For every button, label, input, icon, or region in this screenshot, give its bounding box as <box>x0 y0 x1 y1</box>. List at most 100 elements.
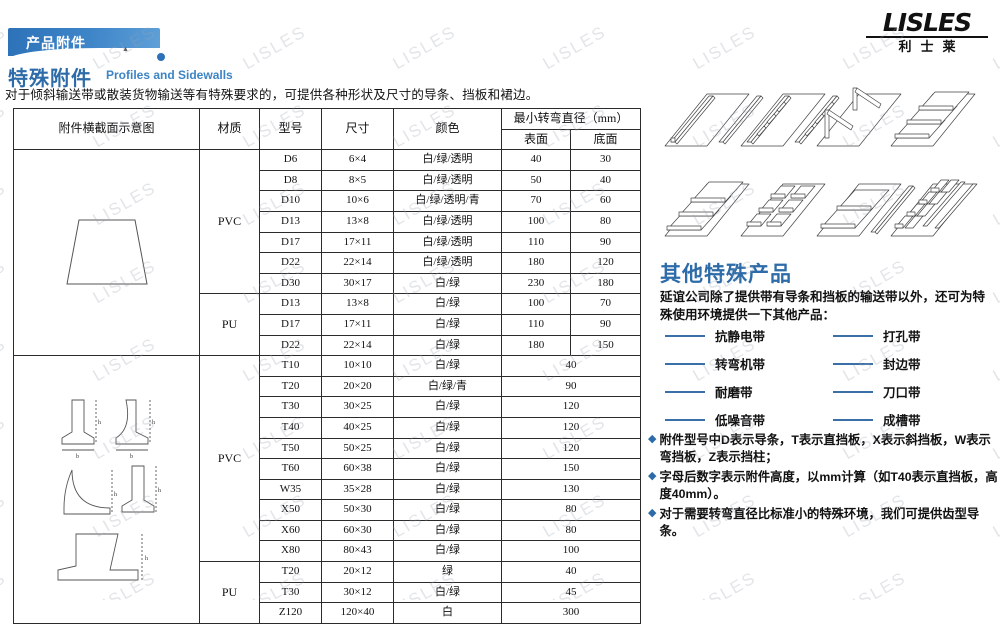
dash-marker-icon <box>833 418 873 421</box>
cross-section-cleats: hb hb h h hb <box>57 399 161 596</box>
table-cell-model: X60 <box>259 519 322 542</box>
table-cell-color: 白/绿 <box>393 458 502 480</box>
other-products-title: 其他特殊产品 <box>660 263 792 286</box>
table-cell-color: 白/绿 <box>393 272 502 295</box>
table-cell-size: 17×11 <box>321 231 394 254</box>
table-cell-color: 白/绿 <box>393 437 502 460</box>
table-cell-model: D30 <box>259 272 322 295</box>
product-type-label: 封边带 <box>883 358 921 372</box>
cross-section-trapezoid <box>66 219 148 285</box>
table-cell-color: 白/绿 <box>393 519 502 542</box>
table-cell-bend-top: 100 <box>501 293 571 315</box>
product-type-label: 成槽带 <box>883 414 921 428</box>
table-cell-color: 白/绿 <box>393 313 502 336</box>
table-cell-size: 30×17 <box>321 272 394 295</box>
profile-icon-sidewalls <box>890 91 976 147</box>
product-type-label: 刀口带 <box>883 386 921 400</box>
profile-icon-guides <box>664 93 764 147</box>
watermark-text: LISLES <box>689 21 760 74</box>
svg-text:h: h <box>98 420 101 426</box>
note-text: 对于需要转弯直径比标准小的特殊环境，我们可提供齿型导条。 <box>659 506 980 539</box>
table-cell-bend: 120 <box>500 437 642 460</box>
table-cell-color: 白/绿 <box>393 540 502 563</box>
watermark-text: LISLES <box>0 411 10 464</box>
table-cell-bend-top: 110 <box>501 313 571 336</box>
product-type-item: 刀口带 <box>833 382 995 401</box>
table-row: PVC D6 6×4 白/绿/透明 40 30 <box>13 149 642 357</box>
th-bend-top: 表面 <box>501 128 571 151</box>
table-cell-material: PVC <box>199 355 260 563</box>
watermark-text: LISLES <box>0 489 10 542</box>
profile-illustrations-svg <box>664 87 978 237</box>
table-cell-bend-top: 40 <box>501 149 571 171</box>
table-cell-color: 白/绿/青 <box>393 375 502 398</box>
table-cell-model: D8 <box>259 169 322 192</box>
product-type-item: 转弯机带 <box>665 354 827 373</box>
watermark-text: LISLES <box>0 99 10 152</box>
diamond-bullet-icon: ◆ <box>648 469 657 482</box>
table-cell-bend-top: 110 <box>501 231 571 254</box>
logo-chinese-name: 利士莱 <box>898 39 965 54</box>
watermark-text: LISLES <box>689 567 760 600</box>
table-cell-model: T10 <box>259 355 322 377</box>
table-cell-bend-top: 50 <box>501 169 571 192</box>
profile-icon-stepped-sidewalls <box>664 181 750 237</box>
table-cell-color: 白/绿 <box>393 334 502 357</box>
other-products-desc: 延谊公司除了提供带有导条和挡板的输送带以外，还可为特殊使用环境提供一下其他产品： <box>660 290 986 323</box>
table-cell-bend: 120 <box>500 396 642 418</box>
accent-dot-icon <box>157 53 165 61</box>
watermark-text: LISLES <box>389 21 460 74</box>
svg-text:h: h <box>145 556 148 562</box>
dash-marker-icon <box>833 334 873 337</box>
notes-list: ◆ 附件型号中D表示导条，T表示直挡板，X表示斜挡板，W表示弯挡板，Z表示挡柱； ◆… <box>648 432 998 543</box>
table-cell-material: PU <box>199 561 260 624</box>
table-cell-bend: 80 <box>500 519 642 542</box>
th-color: 颜色 <box>393 107 502 151</box>
profile-illustrations <box>655 72 995 250</box>
banner-swoosh <box>8 48 160 60</box>
svg-text:h: h <box>152 420 155 426</box>
table-cell-model: T30 <box>259 396 322 418</box>
watermark-text: LISLES <box>0 567 10 600</box>
table-cell-size: 80×43 <box>321 540 394 563</box>
table-cell-size: 60×38 <box>321 458 394 480</box>
table-row: D10 10×6 白/绿/透明/青 70 60 <box>14 190 642 212</box>
cross-section-diagram-cell <box>13 149 200 357</box>
watermark-text: LISLES <box>0 177 10 230</box>
svg-text:h: h <box>114 492 117 498</box>
table-cell-size: 10×6 <box>321 190 394 212</box>
table-cell-model: D17 <box>259 313 322 336</box>
table-cell-bend-bottom: 60 <box>569 190 642 212</box>
table-cell-color: 白/绿 <box>393 396 502 418</box>
table-cell-bend: 90 <box>500 375 642 398</box>
spec-table-container: 附件横截面示意图 材质 型号 尺寸 颜色 最小转弯直径（mm） 表面 底面 PV… <box>13 107 642 624</box>
table-cell-bend: 40 <box>500 355 642 377</box>
table-cell-model: T40 <box>259 416 322 439</box>
table-cell-size: 22×14 <box>321 252 394 274</box>
product-type-item: 低噪音带 <box>665 410 827 429</box>
product-type-label: 转弯机带 <box>715 358 766 372</box>
table-cell-color: 白/绿 <box>393 293 502 315</box>
th-diagram: 附件横截面示意图 <box>13 107 200 151</box>
table-cell-bend-bottom: 30 <box>569 149 642 171</box>
th-material: 材质 <box>199 107 260 151</box>
profile-icon-notched-guides <box>740 93 840 147</box>
spec-table: 附件横截面示意图 材质 型号 尺寸 颜色 最小转弯直径（mm） 表面 底面 PV… <box>13 107 642 624</box>
svg-text:b: b <box>130 454 133 460</box>
table-cell-size: 8×5 <box>321 169 394 192</box>
product-type-list: 抗静电带 打孔带 转弯机带 封边带 耐磨带 刀口带 低噪音带 成槽带 <box>665 326 995 429</box>
watermark-text: LISLES <box>239 21 310 74</box>
table-cell-bend-top: 100 <box>501 210 571 233</box>
table-cell-size: 40×25 <box>321 416 394 439</box>
table-cell-model: T20 <box>259 561 322 583</box>
note-text: 附件型号中D表示导条，T表示直挡板，X表示斜挡板，W表示弯挡板，Z表示挡柱； <box>659 433 991 465</box>
watermark-text: LISLES <box>539 21 610 74</box>
table-cell-color: 白/绿 <box>393 478 502 501</box>
table-cell-color: 白/绿 <box>393 499 502 521</box>
table-row: T30 30×25 白/绿 120 <box>14 396 642 418</box>
table-cell-size: 50×30 <box>321 499 394 521</box>
table-cell-size: 20×20 <box>321 375 394 398</box>
table-cell-model: T60 <box>259 458 322 480</box>
table-row: D30 30×17 白/绿 230 180 <box>14 272 642 295</box>
